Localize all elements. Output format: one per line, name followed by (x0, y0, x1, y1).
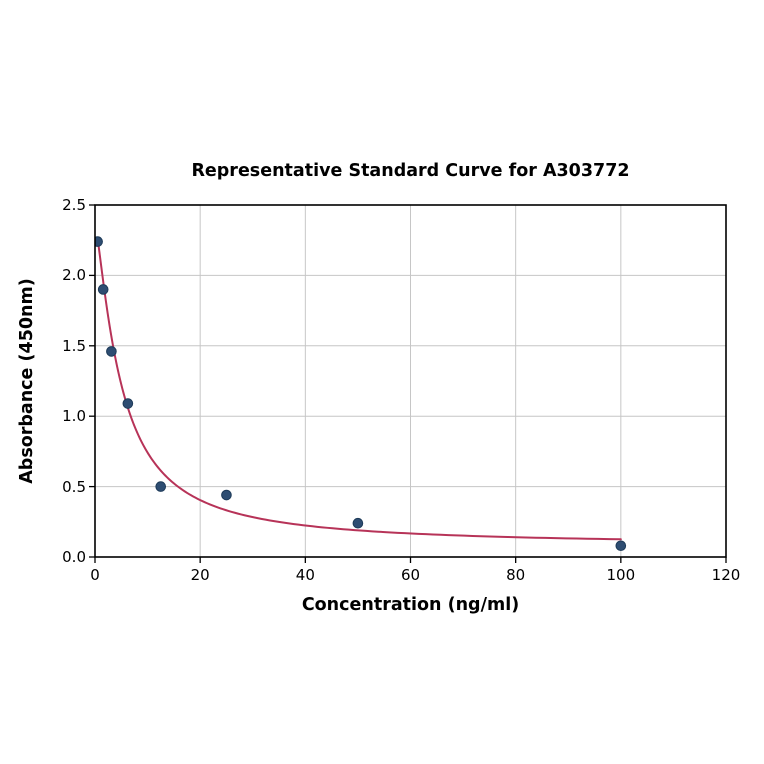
x-tick-label: 20 (190, 566, 210, 584)
data-point (155, 481, 167, 492)
x-tick-label: 60 (400, 566, 421, 584)
chart-title: Representative Standard Curve for A30377… (191, 161, 630, 181)
x-tick-label: 120 (711, 566, 741, 584)
y-tick-label: 1.5 (62, 336, 86, 355)
x-tick-label: 80 (506, 566, 526, 584)
y-tick-label: 2.5 (62, 196, 86, 214)
x-tick-label: 0 (90, 566, 100, 584)
y-tick-label: 2.0 (62, 266, 86, 285)
y-tick-label: 1.0 (62, 407, 86, 426)
fit-curve (96, 237, 622, 541)
y-tick-label: 0.0 (62, 548, 86, 566)
y-axis-label: Absorbance (450nm) (17, 278, 37, 484)
data-point (106, 346, 117, 357)
data-point (221, 489, 232, 501)
x-axis-label: Concentration (ng/ml) (301, 595, 520, 615)
x-tick-label: 100 (606, 566, 636, 584)
data-point (95, 236, 103, 247)
data-point (615, 540, 627, 552)
x-tick-label: 40 (295, 566, 315, 584)
data-point (97, 284, 109, 295)
data-point (352, 517, 364, 529)
y-tick-label: 0.5 (62, 477, 86, 496)
data-point (122, 398, 134, 409)
